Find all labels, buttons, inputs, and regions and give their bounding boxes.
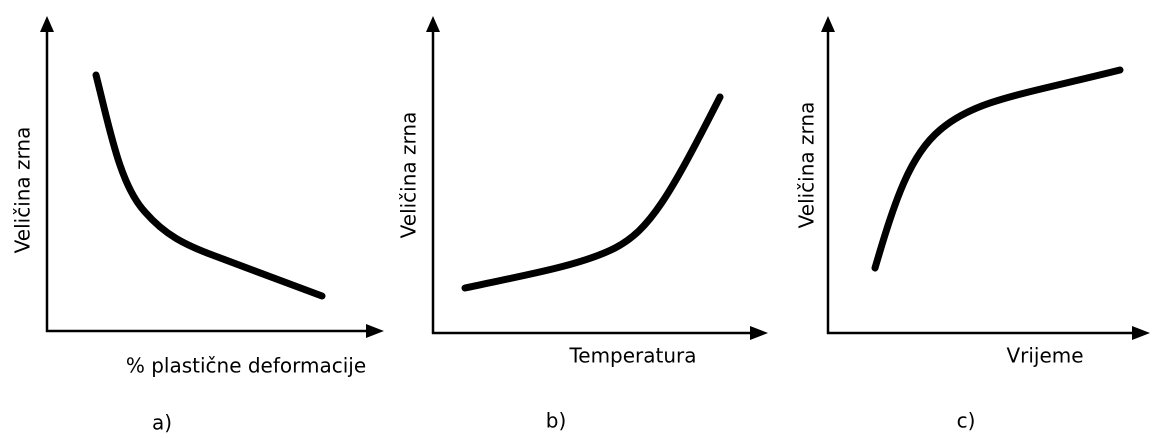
y-arrow [821, 16, 835, 32]
x-label: Vrijeme [1006, 344, 1083, 368]
panel-b: Veličina zrna Temperatura b) [397, 16, 768, 433]
x-arrow [1132, 326, 1150, 340]
caption: b) [546, 409, 567, 433]
x-label: % plastične deformacije [126, 354, 366, 378]
y-label: Veličina zrna [11, 127, 35, 254]
curve [871, 66, 1124, 272]
x-arrow [366, 324, 384, 338]
caption: a) [152, 411, 172, 435]
y-arrow [40, 16, 54, 32]
x-label: Temperatura [568, 344, 696, 368]
curve [92, 71, 326, 300]
y-arrow [426, 16, 440, 32]
caption: c) [957, 409, 976, 433]
curve [461, 93, 724, 292]
y-label: Veličina zrna [795, 102, 819, 229]
y-label: Veličina zrna [397, 112, 421, 239]
panel-c: Veličina zrna Vrijeme c) [795, 16, 1150, 433]
x-arrow [750, 326, 768, 340]
panel-a: Veličina zrna % plastične deformacije a) [11, 16, 384, 435]
